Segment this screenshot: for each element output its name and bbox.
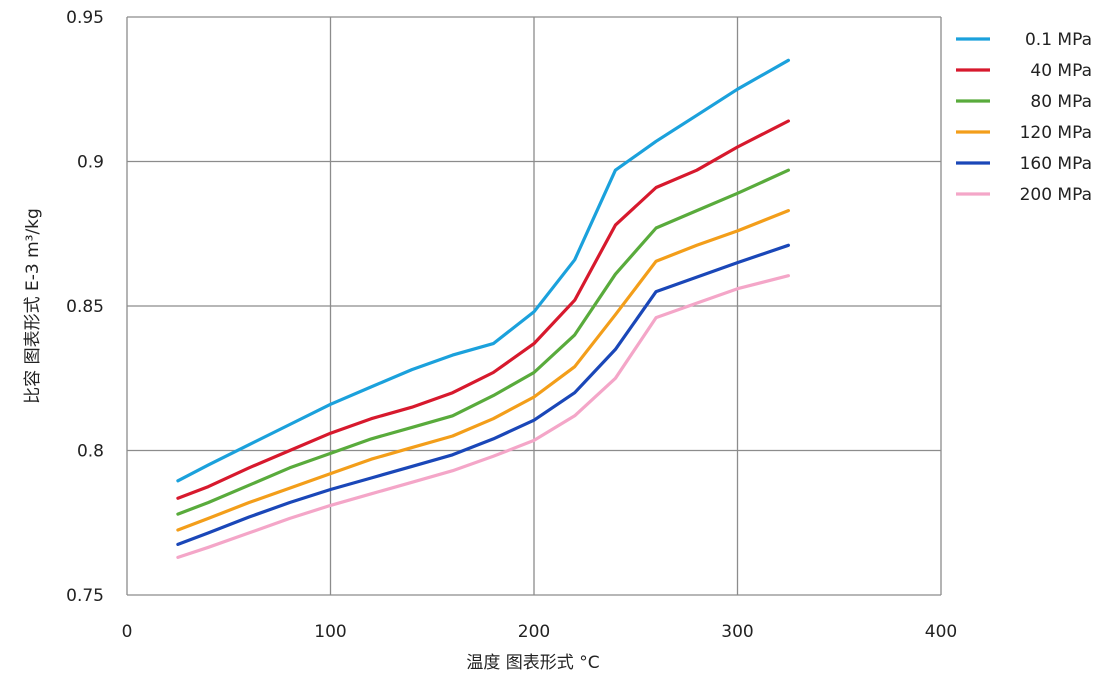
- series-line-5: [176, 274, 791, 560]
- y-tick-label: 0.75: [66, 586, 104, 606]
- y-tick-label: 0.85: [66, 297, 104, 317]
- legend-label-4: 160 MPa: [1020, 154, 1092, 174]
- legend-label-0: 0.1 MPa: [1025, 30, 1092, 50]
- y-axis-label: 比容 图表形式 E-3 m³/kg: [23, 208, 43, 404]
- x-tick-label: 200: [518, 622, 550, 642]
- x-axis-label: 温度 图表形式 °C: [466, 653, 599, 673]
- x-tick-label: 100: [314, 622, 346, 642]
- series-line-3: [176, 209, 791, 532]
- x-tick-label: 0: [122, 622, 133, 642]
- legend-label-5: 200 MPa: [1020, 185, 1092, 205]
- y-tick-label: 0.8: [77, 442, 104, 462]
- legend-label-3: 120 MPa: [1020, 123, 1092, 143]
- series-line-2: [176, 168, 791, 516]
- series-line-1: [176, 119, 791, 500]
- x-tick-label: 300: [721, 622, 753, 642]
- series-line-4: [176, 243, 791, 547]
- grid: [126, 16, 942, 596]
- series-line-0: [176, 58, 791, 483]
- legend-label-1: 40 MPa: [1030, 61, 1092, 81]
- legend: 0.1 MPa 40 MPa 80 MPa 120 MPa 160 MPa 200 MPa: [956, 30, 1092, 205]
- legend-label-2: 80 MPa: [1030, 92, 1092, 112]
- y-tick-label: 0.9: [77, 153, 104, 173]
- y-tick-label: 0.95: [66, 8, 104, 28]
- y-axis-ticks: 0.75 0.8 0.85 0.9 0.95: [66, 8, 104, 606]
- x-tick-label: 400: [925, 622, 957, 642]
- series-layer: [176, 58, 791, 560]
- x-axis-ticks: 0 100 200 300 400: [122, 622, 958, 642]
